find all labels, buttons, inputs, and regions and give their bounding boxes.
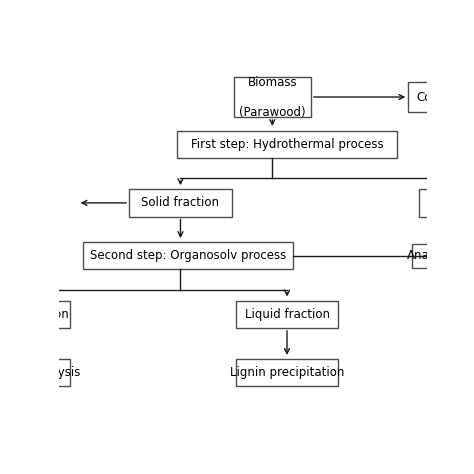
Text: Second step: Organosolv process: Second step: Organosolv process — [90, 249, 286, 262]
Text: Solid fraction: Solid fraction — [141, 196, 219, 210]
FancyBboxPatch shape — [11, 301, 70, 328]
FancyBboxPatch shape — [11, 359, 70, 386]
Text: ...on Analysis: ...on Analysis — [2, 366, 80, 379]
FancyBboxPatch shape — [177, 131, 397, 158]
Text: Liquid fraction: Liquid fraction — [245, 308, 329, 321]
Text: ...fraction: ...fraction — [12, 308, 69, 321]
FancyBboxPatch shape — [129, 189, 232, 217]
FancyBboxPatch shape — [408, 82, 452, 112]
FancyBboxPatch shape — [83, 242, 292, 270]
Text: Com: Com — [417, 91, 444, 103]
Text: First step: Hydrothermal process: First step: Hydrothermal process — [191, 138, 383, 151]
FancyBboxPatch shape — [419, 189, 448, 217]
FancyBboxPatch shape — [412, 244, 445, 268]
Text: L: L — [431, 196, 437, 210]
FancyBboxPatch shape — [236, 301, 338, 328]
Text: Biomass

(Parawood): Biomass (Parawood) — [239, 75, 306, 118]
FancyBboxPatch shape — [234, 77, 311, 117]
Text: Lignin precipitation: Lignin precipitation — [230, 366, 344, 379]
Text: Analysi: Analysi — [407, 249, 450, 262]
FancyBboxPatch shape — [236, 359, 338, 386]
